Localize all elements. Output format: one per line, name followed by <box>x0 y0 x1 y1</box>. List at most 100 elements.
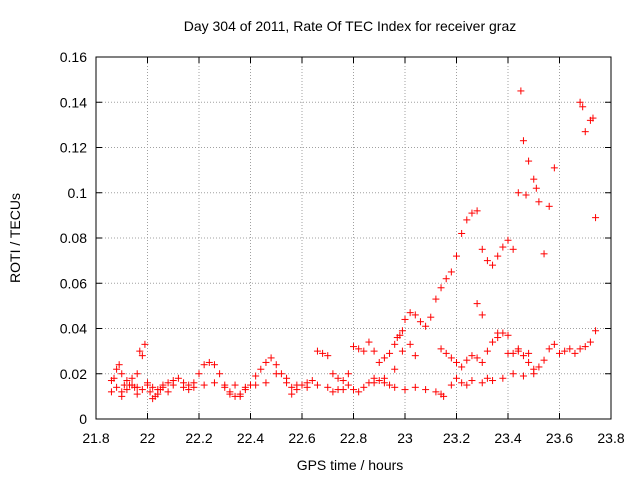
data-point-marker <box>370 379 378 387</box>
data-point-marker <box>339 386 347 394</box>
data-point-marker <box>427 313 435 321</box>
data-point-marker <box>535 198 543 206</box>
data-point-marker <box>540 356 548 364</box>
data-point-marker <box>391 383 399 391</box>
data-point-marker <box>468 209 476 217</box>
x-tick-label: 22.6 <box>288 430 315 446</box>
data-point-marker <box>339 377 347 385</box>
data-point-marker <box>483 257 491 265</box>
data-point-marker <box>313 347 321 355</box>
data-point-marker <box>262 379 270 387</box>
data-point-marker <box>241 383 249 391</box>
data-point-marker <box>365 338 373 346</box>
y-tick-label: 0.16 <box>60 49 87 65</box>
data-point-marker <box>252 381 260 389</box>
data-point-marker <box>581 343 589 351</box>
data-point-marker <box>478 379 486 387</box>
data-point-marker <box>180 383 188 391</box>
x-tick-label: 22.8 <box>340 430 367 446</box>
data-point-marker <box>532 184 540 192</box>
data-point-marker <box>550 164 558 172</box>
data-point-marker <box>494 329 502 337</box>
data-points <box>107 87 600 403</box>
y-tick-label: 0.14 <box>60 94 87 110</box>
data-point-marker <box>138 352 146 360</box>
data-point-marker <box>380 374 388 382</box>
data-point-marker <box>324 352 332 360</box>
data-point-marker <box>329 370 337 378</box>
data-point-marker <box>398 347 406 355</box>
data-point-marker <box>236 392 244 400</box>
data-point-marker <box>288 383 296 391</box>
data-point-marker <box>252 372 260 380</box>
data-point-marker <box>522 191 530 199</box>
data-point-marker <box>210 379 218 387</box>
data-point-marker <box>257 365 265 373</box>
data-point-marker <box>514 345 522 353</box>
data-point-marker <box>133 390 141 398</box>
data-point-marker <box>519 372 527 380</box>
data-point-marker <box>344 381 352 389</box>
data-point-marker <box>442 275 450 283</box>
data-point-marker <box>514 189 522 197</box>
x-tick-label: 22.2 <box>185 430 212 446</box>
data-point-marker <box>174 374 182 382</box>
chart-title: Day 304 of 2011, Rate Of TEC Index for r… <box>184 18 517 34</box>
data-point-marker <box>468 352 476 360</box>
data-point-marker <box>411 352 419 360</box>
data-point-marker <box>406 309 414 317</box>
y-axis-title: ROTI / TECUs <box>7 193 23 283</box>
data-point-marker <box>437 284 445 292</box>
data-point-marker <box>499 374 507 382</box>
data-point-marker <box>566 345 574 353</box>
data-point-marker <box>195 370 203 378</box>
data-point-marker <box>288 390 296 398</box>
data-point-marker <box>159 383 167 391</box>
data-point-marker <box>164 379 172 387</box>
data-point-marker <box>458 379 466 387</box>
x-tick-label: 21.8 <box>82 430 109 446</box>
data-point-marker <box>561 347 569 355</box>
data-point-marker <box>509 245 517 253</box>
x-tick-label: 22 <box>140 430 156 446</box>
data-point-marker <box>406 340 414 348</box>
data-point-marker <box>272 370 280 378</box>
data-point-marker <box>113 383 121 391</box>
data-point-marker <box>432 388 440 396</box>
data-point-marker <box>144 381 151 389</box>
x-tick-label: 23.4 <box>494 430 521 446</box>
data-point-marker <box>118 392 126 400</box>
data-point-marker <box>123 377 131 385</box>
x-tick-label: 23 <box>397 430 413 446</box>
data-point-marker <box>478 311 486 319</box>
data-point-marker <box>128 374 136 382</box>
x-tick-label: 22.4 <box>237 430 264 446</box>
data-point-marker <box>375 358 383 366</box>
data-point-marker <box>440 392 448 400</box>
y-tick-label: 0.06 <box>60 275 87 291</box>
data-point-marker <box>200 361 208 369</box>
data-point-marker <box>411 383 419 391</box>
data-point-marker <box>586 338 594 346</box>
data-point-marker <box>231 381 239 389</box>
data-point-marker <box>169 381 177 389</box>
data-point-marker <box>519 352 527 360</box>
data-point-marker <box>473 300 481 308</box>
data-point-marker <box>401 315 409 323</box>
data-point-marker <box>308 377 316 385</box>
data-point-marker <box>550 340 558 348</box>
data-point-marker <box>545 202 553 210</box>
data-point-marker <box>313 381 321 389</box>
grid-lines <box>96 57 611 419</box>
y-tick-label: 0.02 <box>60 366 87 382</box>
data-point-marker <box>458 363 466 371</box>
data-point-marker <box>442 349 450 357</box>
data-point-marker <box>355 345 363 353</box>
data-point-marker <box>576 345 584 353</box>
data-point-marker <box>483 374 491 382</box>
data-point-marker <box>205 358 213 366</box>
data-point-marker <box>468 377 476 385</box>
data-point-marker <box>489 261 497 269</box>
data-point-marker <box>386 381 394 389</box>
data-point-marker <box>350 343 357 351</box>
